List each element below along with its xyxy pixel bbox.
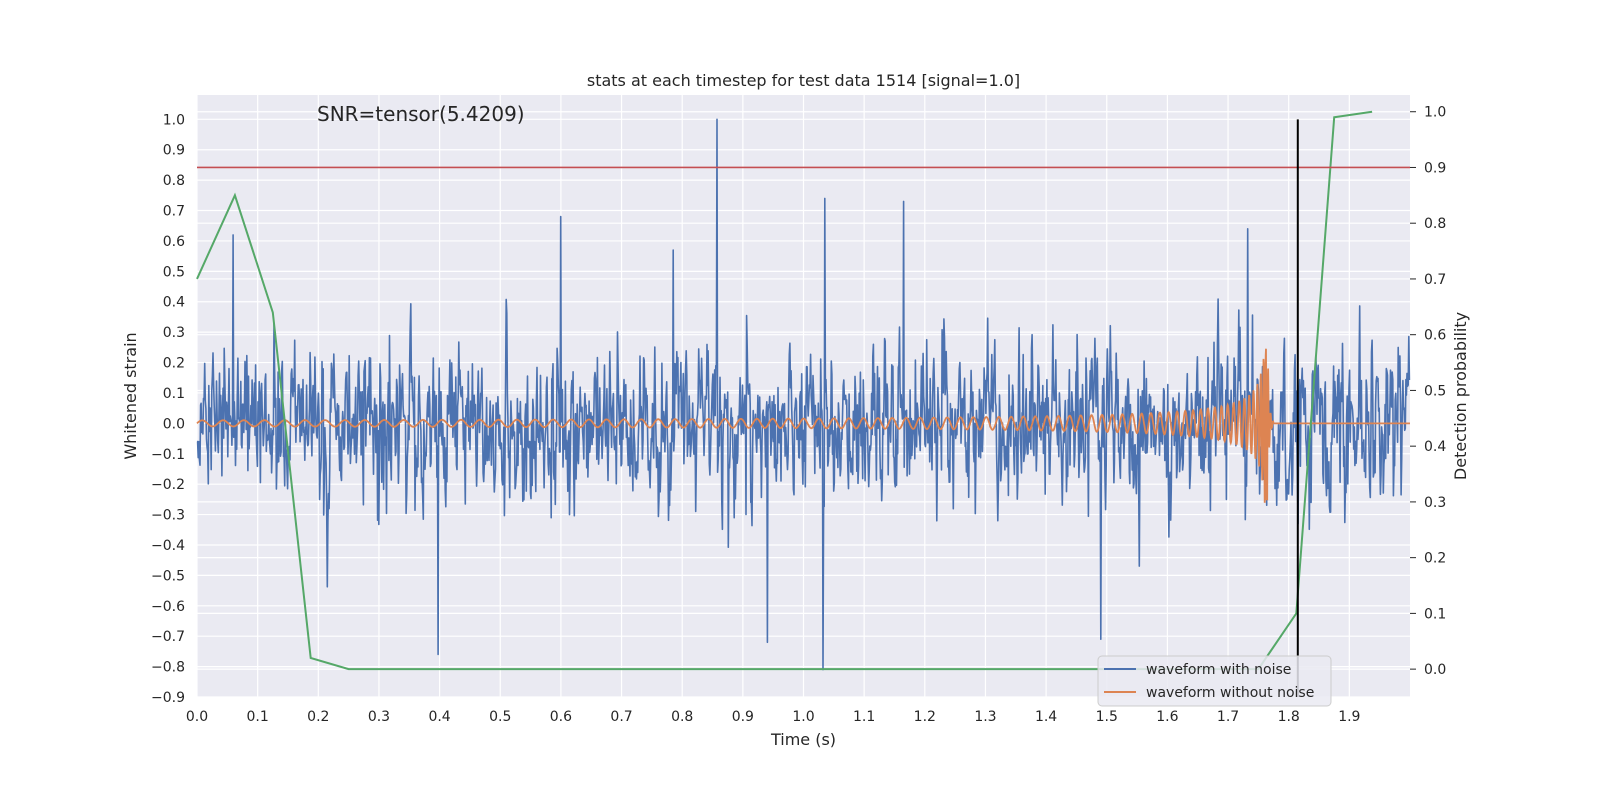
y-tick-label: 0.8: [163, 173, 185, 189]
y-tick-label: 0.2: [163, 356, 185, 372]
y-tick-label: −0.7: [151, 629, 185, 645]
y2-tick-label: 0.1: [1424, 606, 1446, 622]
x-tick-label: 1.2: [914, 709, 936, 725]
y2-tick-label: 0.6: [1424, 328, 1446, 344]
y2-tick-label: 0.5: [1424, 383, 1446, 399]
axis-ticks: 0.0 0.1 0.2 0.3 0.4 0.5 0.6 0.7 0.8 0.9 1.0 1.1 1.2 1…: [151, 105, 1446, 725]
legend-label-clean: waveform without noise: [1146, 685, 1314, 701]
x-tick-label: 0.3: [368, 709, 390, 725]
x-tick-label: 0.5: [489, 709, 511, 725]
y-tick-label: 0.7: [163, 204, 185, 220]
series-waveform-without-noise: [196, 348, 1410, 503]
x-tick-label: 1.6: [1156, 709, 1178, 725]
y-tick-label: −0.4: [151, 538, 185, 554]
legend: waveform with noise waveform without noi…: [1097, 655, 1332, 707]
y-tick-label: −0.9: [151, 690, 185, 706]
x-tick-label: 1.8: [1278, 709, 1300, 725]
y2-axis-label: Detection probability: [1451, 312, 1470, 480]
x-tick-label: 0.2: [307, 709, 329, 725]
y-tick-label: 0.0: [163, 416, 185, 432]
x-tick-label: 1.7: [1217, 709, 1239, 725]
y-tick-label: 0.9: [163, 143, 185, 159]
y2-tick-label: 0.3: [1424, 495, 1446, 511]
y-tick-label: −0.3: [151, 508, 185, 524]
y2-tick-label: 0.4: [1424, 439, 1446, 455]
x-tick-label: 1.4: [1035, 709, 1057, 725]
y-tick-label: −0.8: [151, 660, 185, 676]
x-tick-label: 0.9: [732, 709, 754, 725]
y2-tick-label: 0.7: [1424, 272, 1446, 288]
x-tick-label: 0.1: [247, 709, 269, 725]
reference-lines: [197, 119, 1410, 697]
y-tick-label: −0.1: [151, 447, 185, 463]
legend-box: [1097, 655, 1332, 707]
x-tick-label: 1.0: [792, 709, 814, 725]
y2-tick-label: 0.9: [1424, 160, 1446, 176]
x-tick-label: 1.1: [853, 709, 875, 725]
y-tick-label: 0.3: [163, 325, 185, 341]
x-tick-label: 0.6: [550, 709, 572, 725]
y-tick-label: 0.1: [163, 386, 185, 402]
x-tick-label: 0.4: [428, 709, 450, 725]
y-tick-label: −0.2: [151, 477, 185, 493]
y-tick-label: 1.0: [163, 112, 185, 128]
x-axis-label: Time (s): [770, 730, 836, 749]
y-tick-label: 0.4: [163, 295, 185, 311]
x-tick-label: 0.7: [610, 709, 632, 725]
noise-waveform-line: [196, 118, 1411, 671]
y-tick-label: 0.5: [163, 264, 185, 280]
y-axis-label: Whitened strain: [121, 332, 140, 459]
chart-title: stats at each timestep for test data 151…: [587, 71, 1020, 90]
y2-tick-label: 0.8: [1424, 216, 1446, 232]
x-tick-label: 1.5: [1096, 709, 1118, 725]
y-tick-label: −0.6: [151, 599, 185, 615]
clean-waveform-line: [196, 348, 1410, 503]
x-tick-label: 1.3: [974, 709, 996, 725]
x-tick-label: 0.8: [671, 709, 693, 725]
y2-tick-label: 0.2: [1424, 551, 1446, 567]
series-waveform-with-noise: [196, 118, 1411, 671]
x-tick-label: 0.0: [186, 709, 208, 725]
snr-annotation: SNR=tensor(5.4209): [317, 102, 525, 126]
legend-label-noise: waveform with noise: [1146, 662, 1291, 678]
y2-tick-label: 0.0: [1424, 662, 1446, 678]
y-tick-label: −0.5: [151, 568, 185, 584]
y-tick-label: 0.6: [163, 234, 185, 250]
x-tick-label: 1.9: [1338, 709, 1360, 725]
y2-tick-label: 1.0: [1424, 105, 1446, 121]
